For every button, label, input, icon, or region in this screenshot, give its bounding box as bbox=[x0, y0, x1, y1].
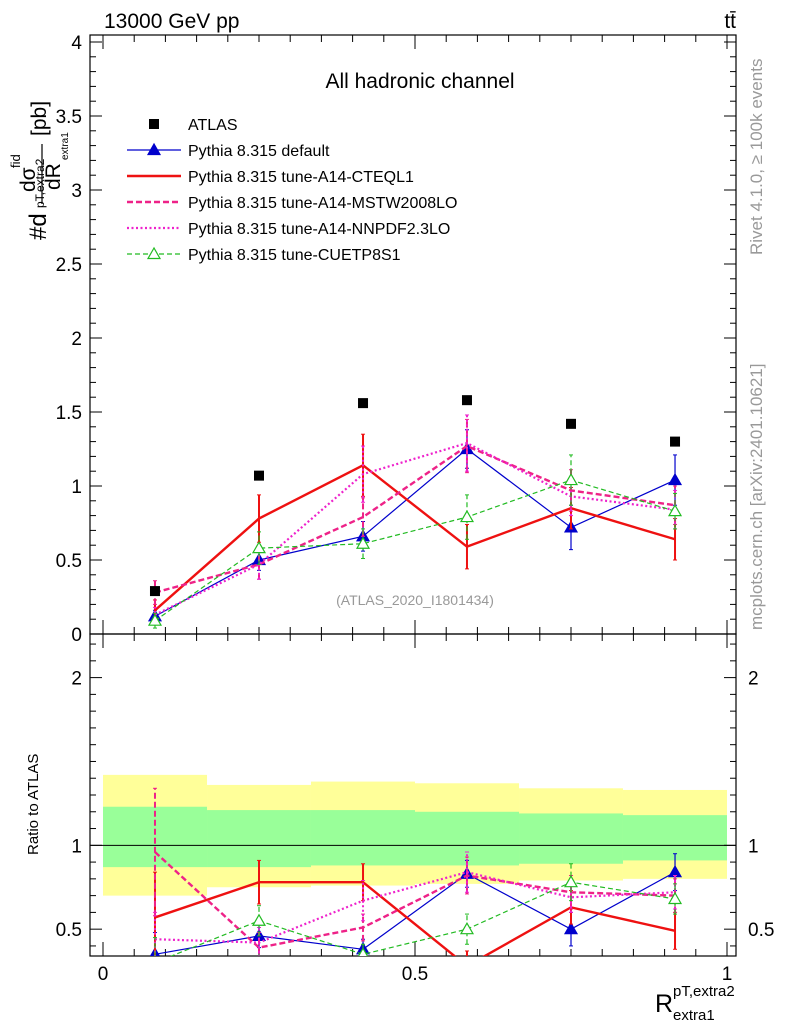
main-line bbox=[154, 444, 676, 594]
ratio-point bbox=[154, 955, 156, 956]
ratio-line bbox=[154, 851, 676, 949]
process-label: tt̄ bbox=[724, 10, 736, 33]
ratio-point bbox=[251, 913, 267, 926]
main-line bbox=[154, 463, 676, 612]
analysis-watermark: (ATLAS_2020_I1801434) bbox=[336, 592, 494, 608]
main-line bbox=[154, 479, 676, 622]
legend-item: Pythia 8.315 tune-CUETP8S1 bbox=[127, 246, 401, 264]
atlas-data-point bbox=[254, 470, 264, 481]
main-point bbox=[251, 540, 267, 554]
legend-item: Pythia 8.315 tune-A14-NNPDF2.3LO bbox=[127, 221, 450, 238]
y-label-num-sub: pT,extra2 bbox=[33, 158, 47, 208]
main-line bbox=[154, 441, 676, 616]
rivet-version-label: Rivet 4.1.0, ≥ 100k events bbox=[747, 59, 766, 255]
ratio-y-tick-label: 2 bbox=[71, 669, 82, 690]
y-label-hash: #d bbox=[25, 213, 52, 240]
ratio-line bbox=[154, 871, 676, 944]
axis-ticks bbox=[90, 35, 736, 956]
main-y-tick-label: 2.5 bbox=[56, 255, 82, 276]
ratio-band-inner-bin bbox=[310, 810, 415, 866]
atlas-data-point bbox=[358, 398, 369, 409]
main-line bbox=[154, 448, 676, 617]
y-label-numerator: dσ bbox=[17, 167, 40, 192]
ratio-y-tick-label-right: 1 bbox=[748, 836, 759, 857]
legend-label: Pythia 8.315 tune-CUETP8S1 bbox=[188, 247, 401, 264]
axis-tick-labels: 0 0.5 1 1.5 2 2.5 3 3.5 4 0 0.5 1 0.5 0.5 1 1 2 2 bbox=[56, 33, 775, 985]
main-y-tick-label: 3 bbox=[71, 181, 82, 202]
ratio-line bbox=[154, 881, 676, 956]
ratio-line bbox=[154, 871, 676, 955]
ratio-point bbox=[459, 921, 475, 935]
legend: ATLAS Pythia 8.315 default Pythia 8.315 tu… bbox=[127, 117, 457, 264]
main-y-tick-label: 3.5 bbox=[56, 107, 82, 128]
main-y-tick-label: 0 bbox=[71, 625, 82, 646]
ratio-band-inner-bin bbox=[207, 810, 311, 868]
atlas-data-point bbox=[461, 395, 472, 406]
ratio-series-mstw bbox=[152, 787, 678, 956]
ratio-uncertainty-bands bbox=[90, 774, 736, 896]
main-y-tick-label: 4 bbox=[71, 33, 82, 54]
main-y-tick-label: 2 bbox=[71, 329, 82, 350]
ratio-band-inner-bin bbox=[622, 815, 727, 861]
ratio-point bbox=[357, 947, 369, 956]
legend-marker bbox=[149, 119, 159, 129]
y-label-den-sub: extra1 bbox=[60, 132, 71, 160]
legend-label: ATLAS bbox=[188, 117, 238, 134]
legend-item: Pythia 8.315 tune-A14-MSTW2008LO bbox=[127, 195, 457, 212]
legend-marker bbox=[146, 142, 162, 156]
legend-item: Pythia 8.315 tune-A14-CTEQL1 bbox=[127, 169, 414, 186]
ratio-y-tick-label-right: 2 bbox=[748, 669, 759, 690]
legend-label: Pythia 8.315 tune-A14-NNPDF2.3LO bbox=[188, 221, 450, 238]
ratio-point bbox=[563, 921, 579, 935]
main-point bbox=[667, 503, 683, 517]
main-point bbox=[563, 472, 579, 486]
main-y-tick-label: 1 bbox=[71, 477, 82, 498]
atlas-data-point bbox=[566, 418, 576, 429]
y-label-num-sup: fid bbox=[8, 154, 23, 168]
legend-item: ATLAS bbox=[149, 117, 238, 134]
energy-label: 13000 GeV pp bbox=[104, 10, 239, 33]
main-plot-frame bbox=[89, 34, 737, 635]
legend-item: Pythia 8.315 default bbox=[127, 142, 330, 160]
x-label-base: R bbox=[655, 990, 673, 1018]
ratio-y-tick-label: 0.5 bbox=[56, 920, 82, 941]
x-axis-label: R pT,extra2 extra1 bbox=[655, 983, 735, 1024]
legend-marker bbox=[146, 246, 162, 260]
ratio-y-tick-label-right: 0.5 bbox=[748, 920, 774, 941]
x-tick-label: 0.5 bbox=[402, 964, 428, 985]
main-point bbox=[667, 472, 683, 486]
ratio-y-tick-label: 1 bbox=[71, 836, 82, 857]
x-tick-label: 1 bbox=[722, 964, 733, 985]
ratio-series-cuetp bbox=[152, 863, 683, 956]
atlas-data-point bbox=[670, 436, 681, 447]
legend-label: Pythia 8.315 default bbox=[188, 143, 330, 160]
ratio-point bbox=[563, 874, 579, 888]
main-point bbox=[147, 613, 163, 626]
main-y-axis-label: #d dσ fid pT,extra2 dR extra1 [pb] bbox=[8, 101, 71, 240]
x-tick-label: 0 bbox=[98, 964, 109, 985]
chart-title: All hadronic channel bbox=[325, 70, 514, 93]
ratio-line bbox=[170, 881, 676, 956]
main-point bbox=[355, 536, 371, 549]
main-y-tick-label: 1.5 bbox=[56, 403, 82, 424]
x-label-sub: extra1 bbox=[673, 1007, 715, 1024]
mcplots-source-label: mcplots.cern.ch [arXiv:2401.10621] bbox=[747, 364, 766, 630]
main-series-cuetp bbox=[147, 454, 683, 629]
ratio-band-inner-bin bbox=[519, 813, 623, 864]
legend-label: Pythia 8.315 tune-A14-MSTW2008LO bbox=[188, 195, 457, 212]
atlas-data-point bbox=[149, 586, 160, 597]
y-label-unit: [pb] bbox=[28, 101, 51, 136]
main-y-tick-label: 0.5 bbox=[56, 551, 82, 572]
legend-label: Pythia 8.315 tune-A14-CTEQL1 bbox=[188, 169, 414, 186]
ratio-point bbox=[667, 891, 683, 905]
x-label-sup: pT,extra2 bbox=[673, 983, 735, 1000]
ratio-y-axis-label: Ratio to ATLAS bbox=[25, 754, 42, 855]
ratio-band-inner-bin bbox=[415, 811, 520, 866]
ratio-series-group bbox=[149, 787, 683, 956]
main-series-group bbox=[147, 395, 683, 629]
main-point bbox=[459, 509, 475, 523]
y-label-denominator: dR bbox=[42, 163, 65, 190]
